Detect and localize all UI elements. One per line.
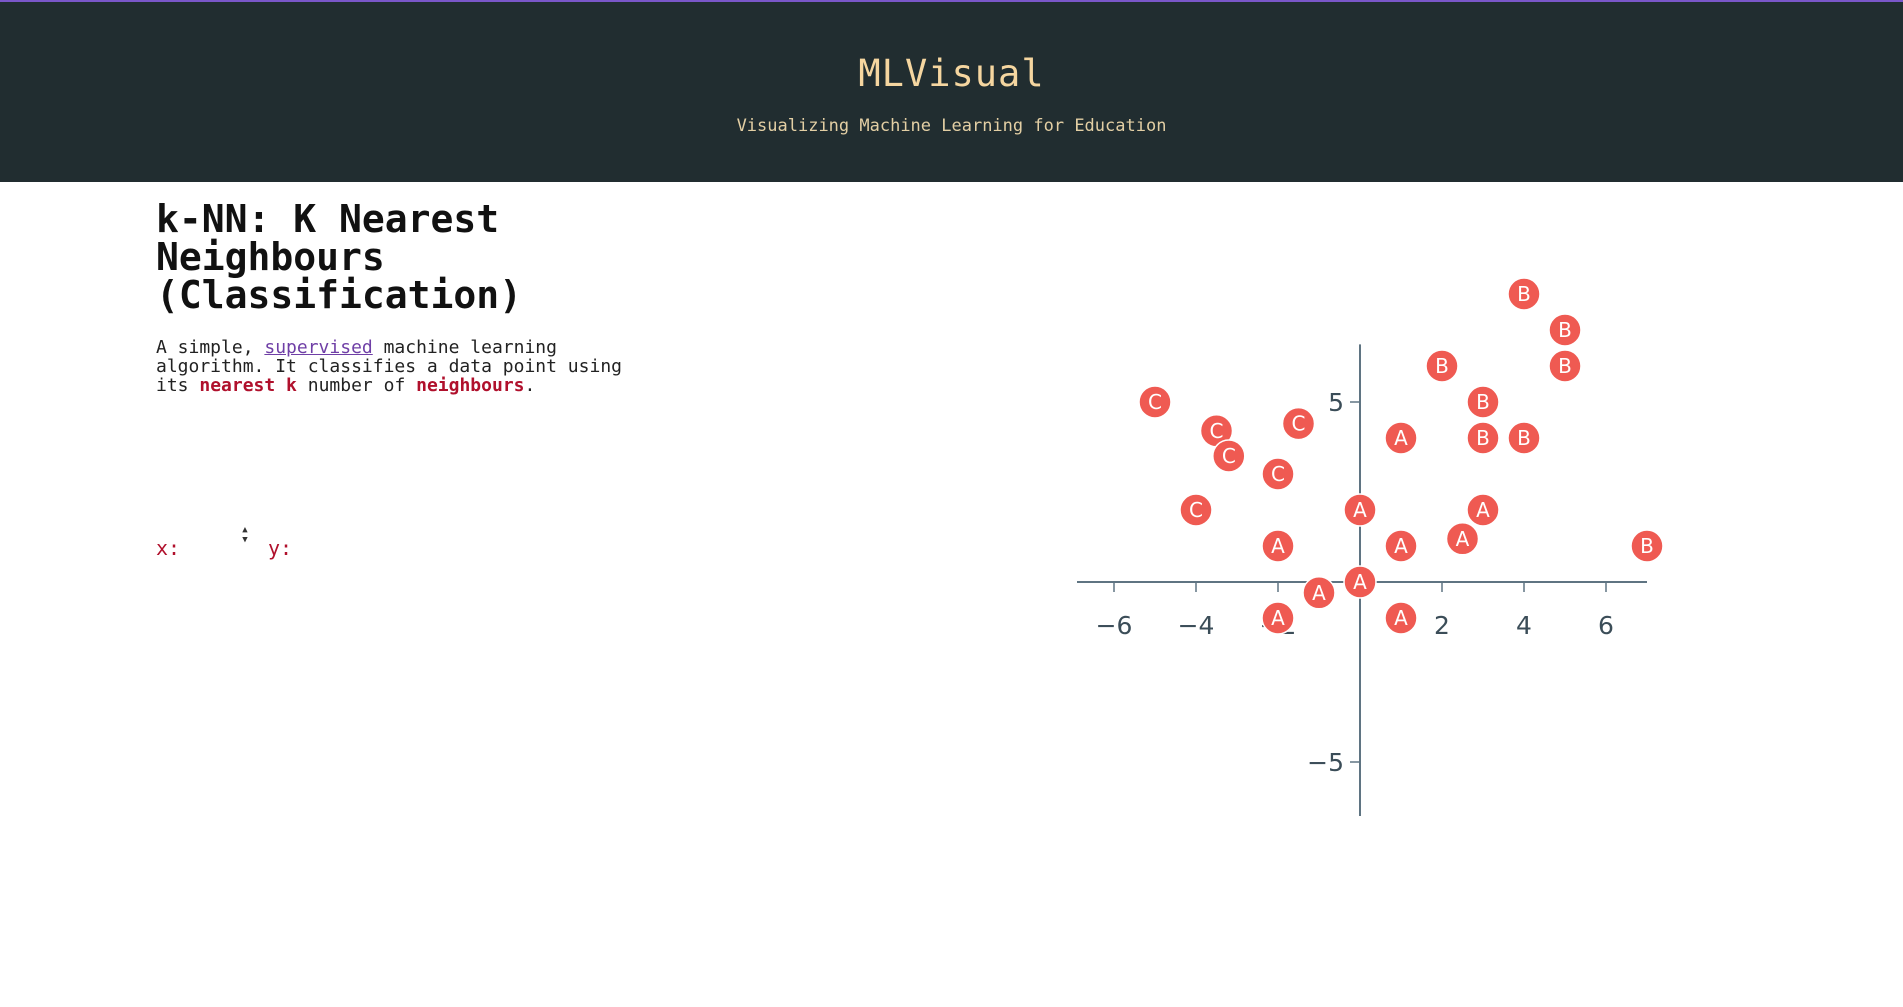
data-point-label: B xyxy=(1517,426,1531,450)
data-point-label: B xyxy=(1476,426,1490,450)
data-point-b[interactable] xyxy=(1630,529,1664,563)
description-text: number of xyxy=(296,375,417,396)
y-tick-label: −5 xyxy=(1307,748,1344,777)
data-point-a[interactable] xyxy=(1384,421,1418,455)
description-text: . xyxy=(524,375,536,396)
data-point-label: B xyxy=(1435,354,1449,378)
data-point-c[interactable] xyxy=(1281,406,1316,441)
algorithm-description: A simple, supervised machine learning al… xyxy=(156,338,656,395)
data-point-c[interactable] xyxy=(1212,439,1246,473)
data-point-label: C xyxy=(1148,390,1162,414)
data-point-label: A xyxy=(1394,534,1408,558)
data-point-b[interactable] xyxy=(1466,421,1500,455)
data-point-label: A xyxy=(1271,534,1285,558)
data-point-c[interactable] xyxy=(1261,457,1295,491)
data-point-label: C xyxy=(1271,462,1285,486)
data-point-b[interactable] xyxy=(1548,349,1582,383)
data-point-b[interactable] xyxy=(1507,277,1541,311)
x-input[interactable] xyxy=(184,532,248,560)
x-spinner[interactable]: ▲ ▼ xyxy=(238,525,252,551)
data-point-b[interactable] xyxy=(1466,385,1500,419)
data-point-label: A xyxy=(1312,581,1326,605)
data-point-label: C xyxy=(1292,412,1306,436)
y-tick-label: 5 xyxy=(1328,388,1344,417)
data-point-label: A xyxy=(1476,498,1490,522)
data-point-label: B xyxy=(1476,390,1490,414)
data-point-label: A xyxy=(1353,498,1367,522)
data-point-label: B xyxy=(1558,354,1572,378)
data-point-a[interactable] xyxy=(1343,493,1377,527)
data-point-a[interactable] xyxy=(1384,601,1418,635)
supervised-link[interactable]: supervised xyxy=(264,337,373,358)
y-input[interactable] xyxy=(298,532,362,560)
data-point-label: A xyxy=(1394,426,1408,450)
data-point-label: C xyxy=(1222,444,1236,468)
description-text: machine learning algorithm. It classifie… xyxy=(156,337,622,396)
data-point-label: C xyxy=(1189,498,1203,522)
data-point-c[interactable] xyxy=(1179,493,1213,527)
data-point-label: A xyxy=(1456,527,1470,551)
data-point-label: B xyxy=(1640,534,1654,558)
y-label: y: xyxy=(268,536,293,560)
data-point-b[interactable] xyxy=(1548,313,1582,347)
data-point-a[interactable] xyxy=(1445,522,1480,556)
spinner-down-icon[interactable]: ▼ xyxy=(242,535,248,545)
highlight-nearest-k: nearest k xyxy=(199,375,297,396)
data-point-a[interactable] xyxy=(1302,576,1336,610)
top-accent-bar xyxy=(0,0,1903,2)
data-point-a[interactable] xyxy=(1261,601,1295,635)
data-point-b[interactable] xyxy=(1425,349,1459,383)
data-point-c[interactable] xyxy=(1138,385,1172,419)
x-tick-label: 2 xyxy=(1434,611,1450,640)
data-point-label: A xyxy=(1353,570,1367,594)
data-point-b[interactable] xyxy=(1507,421,1541,455)
data-point-a[interactable] xyxy=(1343,565,1377,599)
data-point-label: B xyxy=(1517,282,1531,306)
data-point-a[interactable] xyxy=(1384,529,1418,563)
site-title[interactable]: MLVisual xyxy=(858,52,1045,95)
data-point-label: B xyxy=(1558,318,1572,342)
site-subtitle: Visualizing Machine Learning for Educati… xyxy=(736,116,1167,136)
data-point-label: A xyxy=(1271,606,1285,630)
page-title: k-NN: K Nearest Neighbours (Classificati… xyxy=(156,197,523,317)
x-tick-label: −6 xyxy=(1096,611,1133,640)
spinner-up-icon[interactable]: ▲ xyxy=(242,525,248,535)
data-point-a[interactable] xyxy=(1261,529,1295,563)
x-label: x: xyxy=(156,536,181,560)
x-tick-label: 6 xyxy=(1598,611,1614,640)
x-tick-label: 4 xyxy=(1516,611,1532,640)
coordinate-input-row: x: ▲ ▼ y: xyxy=(156,524,456,564)
data-point-label: A xyxy=(1394,606,1408,630)
site-header: MLVisual Visualizing Machine Learning fo… xyxy=(0,2,1903,182)
x-tick-label: −4 xyxy=(1178,611,1215,640)
data-point-label: C xyxy=(1210,419,1224,443)
data-point-a[interactable] xyxy=(1466,493,1500,527)
description-text: A simple, xyxy=(156,337,265,358)
highlight-neighbours: neighbours xyxy=(416,375,525,396)
